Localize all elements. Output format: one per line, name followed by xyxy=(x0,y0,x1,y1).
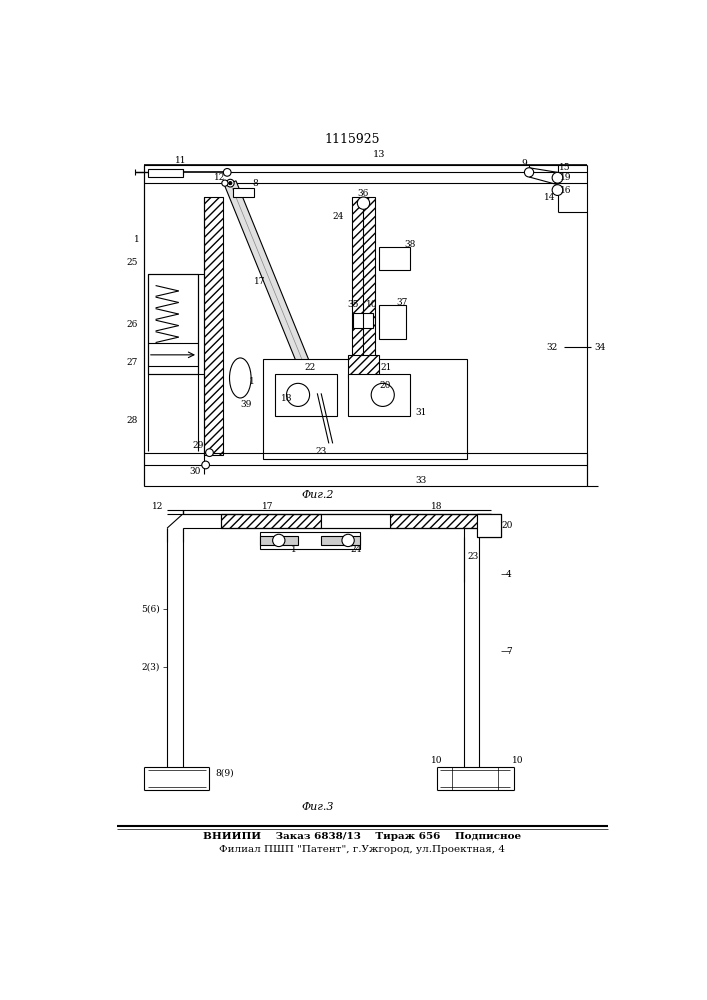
Text: 1: 1 xyxy=(249,377,255,386)
Text: 30: 30 xyxy=(189,467,200,476)
Text: 5(6): 5(6) xyxy=(141,604,160,613)
Circle shape xyxy=(226,179,234,187)
Text: 8(9): 8(9) xyxy=(216,768,234,777)
Bar xyxy=(321,536,360,545)
Text: ВНИИПИ    Заказ 6838/13    Тираж 656    Подписное: ВНИИПИ Заказ 6838/13 Тираж 656 Подписное xyxy=(203,832,521,841)
Bar xyxy=(348,374,409,416)
Text: 18: 18 xyxy=(281,394,292,403)
Text: 24: 24 xyxy=(350,545,361,554)
Bar xyxy=(379,247,409,270)
Circle shape xyxy=(201,461,209,469)
Bar xyxy=(233,188,254,197)
Bar xyxy=(148,169,182,177)
Text: 1: 1 xyxy=(134,235,140,244)
Circle shape xyxy=(357,197,370,209)
Text: 13: 13 xyxy=(373,150,385,159)
Text: 20: 20 xyxy=(502,521,513,530)
Bar xyxy=(352,197,375,374)
Circle shape xyxy=(552,185,563,195)
Text: Φиг.2: Φиг.2 xyxy=(301,490,334,500)
Text: Филиал ПШП "Патент", г.Ужгород, ул.Проектная, 4: Филиал ПШП "Патент", г.Ужгород, ул.Проек… xyxy=(219,845,505,854)
Text: 38: 38 xyxy=(404,240,416,249)
Text: 10: 10 xyxy=(431,756,443,765)
Text: 14: 14 xyxy=(544,192,556,202)
Text: 1115925: 1115925 xyxy=(325,133,380,146)
Text: 24: 24 xyxy=(333,212,344,221)
Circle shape xyxy=(229,182,232,185)
Circle shape xyxy=(223,169,231,176)
Text: 21: 21 xyxy=(381,363,392,372)
Bar xyxy=(477,514,501,537)
Text: 17: 17 xyxy=(254,277,265,286)
Bar xyxy=(221,514,321,528)
Text: 7: 7 xyxy=(506,647,512,656)
Bar xyxy=(379,305,406,339)
Bar xyxy=(348,355,379,378)
Text: 12: 12 xyxy=(214,173,226,182)
Text: Φиг.3: Φиг.3 xyxy=(301,802,334,812)
Circle shape xyxy=(206,449,214,456)
Text: 29: 29 xyxy=(193,441,204,450)
Text: 27: 27 xyxy=(127,358,138,367)
Polygon shape xyxy=(225,181,323,400)
Circle shape xyxy=(286,383,310,406)
Text: 32: 32 xyxy=(547,343,558,352)
Circle shape xyxy=(371,383,395,406)
Text: 8: 8 xyxy=(253,179,259,188)
Bar xyxy=(477,514,501,537)
Text: 19: 19 xyxy=(559,173,571,182)
Text: 12: 12 xyxy=(152,502,163,511)
Bar xyxy=(321,514,390,528)
Text: 18: 18 xyxy=(431,502,443,511)
Circle shape xyxy=(273,534,285,547)
Text: 23: 23 xyxy=(315,447,327,456)
Text: 11: 11 xyxy=(175,156,187,165)
Text: 17: 17 xyxy=(262,502,273,511)
Text: 1: 1 xyxy=(291,545,297,554)
Text: 23: 23 xyxy=(467,552,479,561)
Text: 9: 9 xyxy=(522,159,527,168)
Ellipse shape xyxy=(230,358,251,398)
Circle shape xyxy=(342,534,354,547)
Text: 31: 31 xyxy=(416,408,427,417)
Bar xyxy=(390,514,491,528)
Bar xyxy=(148,274,198,374)
Bar xyxy=(390,514,491,528)
Bar xyxy=(275,374,337,416)
Text: 28: 28 xyxy=(127,416,138,425)
Text: 4: 4 xyxy=(506,570,512,579)
Text: 16: 16 xyxy=(559,186,571,195)
Bar xyxy=(204,197,223,455)
Text: 25: 25 xyxy=(127,258,138,267)
Text: 36: 36 xyxy=(358,189,369,198)
Text: 34: 34 xyxy=(595,343,606,352)
Text: 39: 39 xyxy=(240,400,252,409)
Text: 2(3): 2(3) xyxy=(141,662,160,671)
Text: 10: 10 xyxy=(512,756,524,765)
Bar xyxy=(354,312,373,328)
Circle shape xyxy=(525,168,534,177)
Text: 37: 37 xyxy=(397,298,408,307)
Text: 20: 20 xyxy=(380,381,391,390)
Text: 35: 35 xyxy=(348,300,359,309)
Bar xyxy=(259,532,360,549)
Bar xyxy=(264,359,467,459)
Text: 22: 22 xyxy=(304,363,315,372)
Text: 15: 15 xyxy=(559,163,571,172)
Bar xyxy=(259,536,298,545)
Bar xyxy=(221,514,321,528)
Circle shape xyxy=(222,180,228,186)
Text: 10: 10 xyxy=(366,300,378,309)
Text: 33: 33 xyxy=(416,476,427,485)
Circle shape xyxy=(552,172,563,183)
Text: 26: 26 xyxy=(127,320,138,329)
